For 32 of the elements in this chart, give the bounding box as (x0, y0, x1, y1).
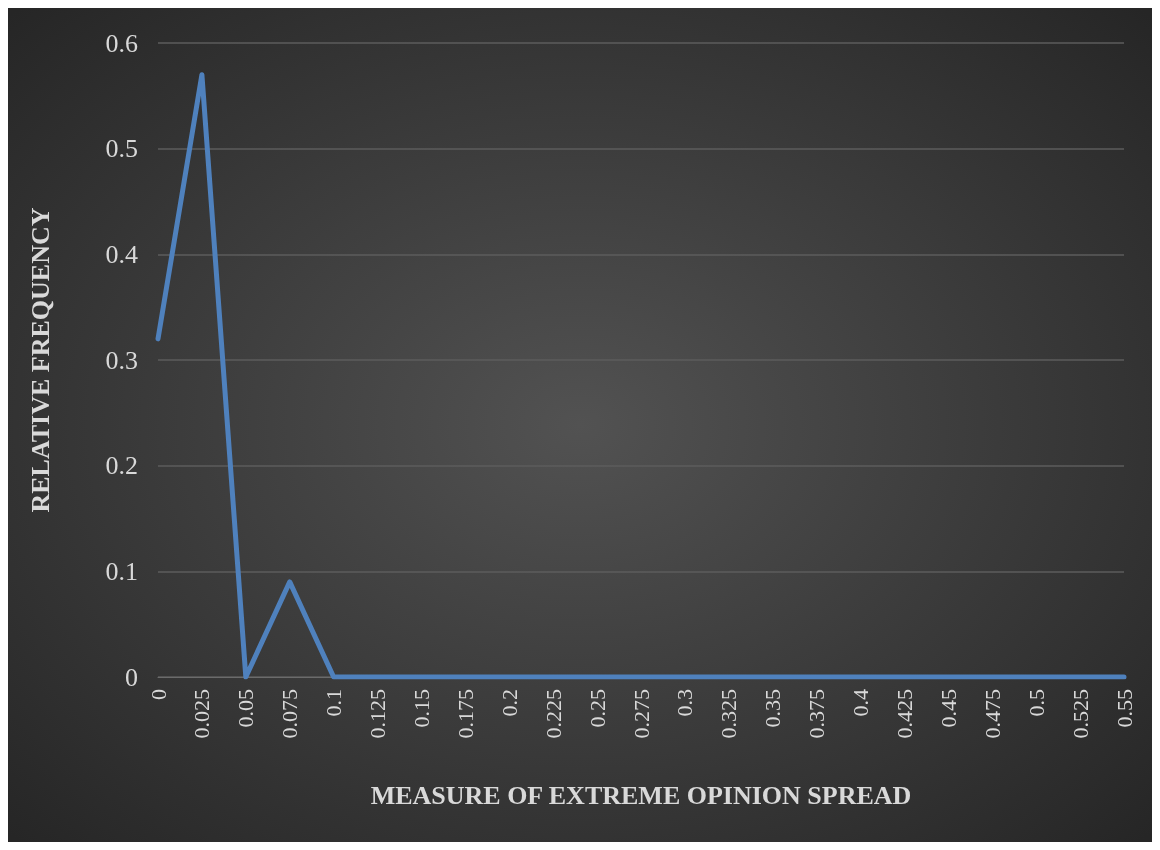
y-tick-label: 0.4 (105, 239, 138, 269)
x-tick-label: 0.5 (1023, 689, 1049, 717)
y-tick-label: 0.2 (105, 451, 138, 481)
x-tick-label: 0.05 (233, 689, 259, 728)
x-tick-label: 0.125 (365, 689, 391, 739)
x-axis-title: MEASURE OF EXTREME OPINION SPREAD (370, 780, 912, 810)
x-tick-label: 0.4 (848, 689, 874, 717)
x-tick-label: 0.025 (189, 689, 215, 739)
y-tick-label: 0.5 (105, 134, 138, 164)
x-tick-label: 0.175 (452, 689, 478, 739)
x-tick-label: 0.325 (716, 689, 742, 739)
x-tick-label: 0.2 (496, 689, 522, 717)
y-tick-label: 0.6 (105, 28, 138, 58)
x-tick-label: 0 (145, 689, 171, 700)
x-tick-label: 0.35 (760, 689, 786, 728)
x-tick-label: 0.3 (672, 689, 698, 717)
x-tick-label: 0.15 (408, 689, 434, 728)
y-tick-label: 0.3 (105, 345, 138, 375)
x-tick-label: 0.375 (804, 689, 830, 739)
x-tick-label: 0.225 (540, 689, 566, 739)
x-tick-label: 0.425 (891, 689, 917, 739)
x-tick-label: 0.55 (1111, 689, 1137, 728)
x-tick-label: 0.45 (935, 689, 961, 728)
x-tick-label: 0.25 (584, 689, 610, 728)
y-tick-label: 0.1 (105, 556, 138, 586)
y-axis-title: RELATIVE FREQUENCY (25, 207, 55, 513)
x-tick-label: 0.475 (979, 689, 1005, 739)
x-tick-label: 0.275 (628, 689, 654, 739)
x-tick-label: 0.1 (321, 689, 347, 717)
y-tick-label: 0 (125, 662, 138, 692)
x-tick-label: 0.075 (277, 689, 303, 739)
x-tick-label: 0.525 (1067, 689, 1093, 739)
